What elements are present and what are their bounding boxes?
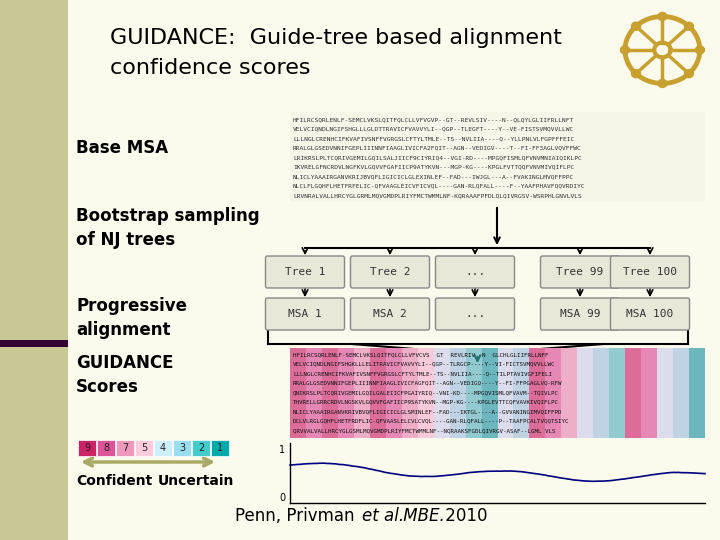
Text: Uncertain: Uncertain [158, 474, 235, 488]
FancyBboxPatch shape [266, 256, 344, 288]
Bar [433, 348, 449, 438]
FancyBboxPatch shape [436, 298, 515, 330]
Bar [418, 348, 433, 438]
Bar [482, 348, 498, 438]
Text: MSA 1: MSA 1 [288, 309, 322, 319]
Text: GUIDANCE
Scores: GUIDANCE Scores [76, 354, 174, 396]
Text: confidence scores: confidence scores [110, 58, 310, 78]
Bar [545, 348, 562, 438]
FancyBboxPatch shape [611, 256, 690, 288]
Text: 5: 5 [141, 443, 147, 453]
Text: QNIKRSLPLTCQRIVGEMILGQILGALEIICFPGAIYRIQ--VNI-KD----MPGQVISMLQFVAVM--TQIVLPC: QNIKRSLPLTCQRIVGEMILGQILGALEIICFPGAIYRIQ… [293, 390, 559, 395]
Text: 2010: 2010 [440, 507, 487, 525]
Bar [593, 348, 609, 438]
Text: Penn, Privman: Penn, Privman [235, 507, 360, 525]
Text: RRALGLGSEDVNNIFGEPLIIINNFIAAGLIVICFAGFQIT--AGN--VEDIGQ----Y--FI-FFPGAGLVQ-RFW: RRALGLGSEDVNNIFGEPLIIINNFIAAGLIVICFAGFQI… [293, 381, 562, 386]
Text: 0: 0 [279, 493, 285, 503]
Bar [116, 440, 134, 456]
Bar [386, 348, 402, 438]
FancyBboxPatch shape [266, 298, 344, 330]
Text: GUIDANCE:  Guide-tree based alignment: GUIDANCE: Guide-tree based alignment [110, 28, 562, 48]
Bar [290, 443, 705, 503]
Text: 9: 9 [84, 443, 90, 453]
Text: HFILRCSQRLENLF-SEMCLVKSLQITFQLCLLVFVGVP--GT--REVLSIV----N--QLQYLGLIIFRLLNFT: HFILRCSQRLENLF-SEMCLVKSLQITFQLCLLVFVGVP-… [293, 117, 575, 122]
Text: VELVCIQNDLNGIFSHGKLLLELITRAVICFVAVVYLI--QGP--TLRGCP----Y--VI-FICTSVMQVVLLWC: VELVCIQNDLNGIFSHGKLLLELITRAVICFVAVVYLI--… [293, 361, 556, 367]
Text: Tree 1: Tree 1 [284, 267, 325, 277]
Text: 2: 2 [198, 443, 204, 453]
Text: ...: ... [465, 267, 485, 277]
Bar [562, 348, 577, 438]
Text: NLCLFLGQHFLHETFRFELIC-QFVAAGLEICVFICVQL----GAN-RLQFALL----F--YAAFPHAVFQQVRDIYC: NLCLFLGQHFLHETFRFELIC-QFVAAGLEICVFICVQL-… [293, 184, 585, 188]
Text: DCLVLRGLGQHFLHETFRDFLIC-QFVAASLELCVLCVQL----GAN-RLQFALL----P--TAAFPCALTVQQTSIYC: DCLVLRGLGQHFLHETFRDFLIC-QFVAASLELCVLCVQL… [293, 418, 570, 423]
FancyBboxPatch shape [611, 298, 690, 330]
FancyBboxPatch shape [351, 298, 430, 330]
FancyBboxPatch shape [436, 256, 515, 288]
Text: 3: 3 [179, 443, 185, 453]
Text: LRVNRALVALLHRCYGLGRMLMQVGMDPLRIYFMCTWMMLNF-KQRAAAFPFDLQLQIVRGSV-WSRPHLGNVLVLS: LRVNRALVALLHRCYGLGRMLMQVGMDPLRIYFMCTWMML… [293, 193, 582, 198]
Bar [354, 348, 370, 438]
Text: Progressive
alignment: Progressive alignment [76, 297, 187, 339]
Text: LLLNGLCRENHCIFKVAFIVSNFFVGRGSLCFTYLTMLE--TS--NVLIIA----Q--TILPTAVIVGFIFELI: LLLNGLCRENHCIFKVAFIVSNFFVGRGSLCFTYLTMLE-… [293, 371, 552, 376]
Text: 1: 1 [279, 445, 285, 455]
Text: Base MSA: Base MSA [76, 139, 168, 157]
Bar [609, 348, 625, 438]
Text: NLICLYAAAIRGANVKRIVBVQFLIGICICLGLSMINLEF--FAD---IKTGL----A--GVVANINGIMVQIFFPD: NLICLYAAAIRGANVKRIVBVQFLIGICICLGLSMINLEF… [293, 409, 562, 414]
Bar [192, 440, 210, 456]
Bar [0, 340, 68, 347]
Bar [449, 348, 466, 438]
Text: Tree 2: Tree 2 [370, 267, 410, 277]
Bar [689, 348, 705, 438]
Text: et al.: et al. [362, 507, 404, 525]
Bar [641, 348, 657, 438]
Bar [0, 0, 68, 540]
FancyBboxPatch shape [541, 298, 619, 330]
Text: RRALGLGSEDVNNIFGEPLIIINNFIAAGLIVICFA2FQIT--AGN--VEDIGV----T--FI-FF3AGLVQVFFWC: RRALGLGSEDVNNIFGEPLIIINNFIAAGLIVICFA2FQI… [293, 145, 582, 151]
Bar [673, 348, 689, 438]
FancyBboxPatch shape [541, 256, 619, 288]
Text: 1: 1 [217, 443, 223, 453]
Text: QRVVALVALLHRCYGLGSMLMQVGMDPLRIYFMCTWMMLNF--NQRAAKSFGDLQIVRGV-ASAF--LGML VLS: QRVVALVALLHRCYGLGSMLMQVGMDPLRIYFMCTWMMLN… [293, 428, 556, 433]
Text: IKVRELGFNCRDVLNGFKVLGQVVFGAFIICP9ATYKVN---MGP-KG----KPGLFVTTQQFVNVMIVQIFLPC: IKVRELGFNCRDVLNGFKVLGQVVFGAFIICP9ATYKVN-… [293, 165, 575, 170]
Bar [338, 348, 354, 438]
Bar [657, 348, 673, 438]
Bar [290, 112, 705, 202]
Bar [135, 440, 153, 456]
Bar [290, 348, 705, 438]
FancyBboxPatch shape [351, 256, 430, 288]
Bar [322, 348, 338, 438]
Text: Bootstrap sampling
of NJ trees: Bootstrap sampling of NJ trees [76, 207, 260, 249]
Bar [173, 440, 191, 456]
Bar [154, 440, 172, 456]
Bar [402, 348, 418, 438]
Bar [370, 348, 386, 438]
Text: HFILRCSQRLENLF-SEMCLVKSLQITFQLCLLVFVCVS  GT  REVLRIV  N  GLCHLGLIIFRLLNFF: HFILRCSQRLENLF-SEMCLVKSLQITFQLCLLVFVCVS … [293, 352, 549, 357]
Text: NLICLYAAAIRGANVKRIJBVQFLIGICICLGLEXINLEF--FAD---IWJGL---A--FVAKINGLMVQFFPPC: NLICLYAAAIRGANVKRIJBVQFLIGICICLGLEXINLEF… [293, 174, 575, 179]
Text: VELVCIQNDLNGIFSHGLLLGLDTTRAVICFVAVVYLI--QGP--TLEGFT----Y--VE-FISTSVMQVVLLWC: VELVCIQNDLNGIFSHGLLLGLDTTRAVICFVAVVYLI--… [293, 126, 575, 132]
Text: ...: ... [465, 309, 485, 319]
Bar [97, 440, 115, 456]
Text: Tree 99: Tree 99 [557, 267, 603, 277]
Text: Confident: Confident [76, 474, 152, 488]
Text: 8: 8 [103, 443, 109, 453]
Text: Tree 100: Tree 100 [623, 267, 677, 277]
Text: MSA 100: MSA 100 [626, 309, 674, 319]
Bar [306, 348, 322, 438]
Bar [78, 440, 96, 456]
Bar [625, 348, 641, 438]
Text: 7: 7 [122, 443, 128, 453]
Text: LLLNGLCRENHCIFKVAFIVSNFFVGRGSLCFTYLTMLE--TS--NVLIIA----Q--YLLPNLVLFGPFFFEIC: LLLNGLCRENHCIFKVAFIVSNFFVGRGSLCFTYLTMLE-… [293, 136, 575, 141]
Bar [290, 348, 306, 438]
Bar [513, 348, 529, 438]
Bar [529, 348, 545, 438]
Bar [466, 348, 482, 438]
Bar [211, 440, 229, 456]
Bar [577, 348, 593, 438]
Bar [498, 348, 513, 438]
Text: MSA 2: MSA 2 [373, 309, 407, 319]
Text: 4: 4 [160, 443, 166, 453]
Text: LRIKRSLPLTCQRIVGEMILGQILSALJIICF9CIYRIQ4--VGI-RD----MPGQFISMLQFVNVMNIAIQIKLPC: LRIKRSLPLTCQRIVGEMILGQILSALJIICF9CIYRIQ4… [293, 155, 582, 160]
Text: THVRELLGRRCRDVLNGSKVLGQVVFGAFIICP9SATYKVN--MGP-KG----KPGLEVTTCQFVAVKIVQIFLPC: THVRELLGRRCRDVLNGSKVLGQVVFGAFIICP9SATYKV… [293, 400, 559, 404]
Text: MSA 99: MSA 99 [559, 309, 600, 319]
Text: MBE.: MBE. [398, 507, 445, 525]
